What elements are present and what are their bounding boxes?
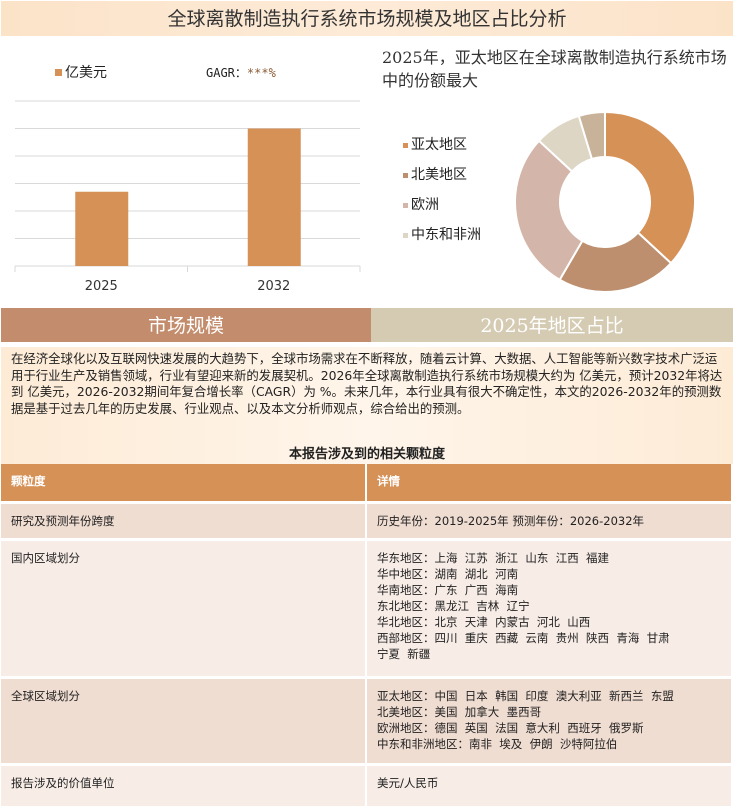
banner-region-share: 2025年地区占比 — [371, 308, 733, 342]
row-label: 研究及预测年份跨度 — [1, 502, 367, 541]
donut-slice-亚太地区 — [604, 110, 696, 265]
legend-swatch — [403, 233, 408, 238]
banner-market-size: 市场规模 — [1, 308, 371, 342]
pie-legend: 亚太地区北美地区欧洲中东和非洲 — [403, 135, 483, 255]
legend-item: 北美地区 — [403, 165, 483, 195]
legend-label: 中东和非洲 — [411, 227, 481, 243]
detail-line: 华中地区：湖南 湖北 河南 — [377, 566, 519, 581]
detail-line: 东北地区：黑龙江 吉林 辽宁 — [377, 598, 530, 613]
bar-2025 — [75, 191, 129, 266]
row-label: 国内区域划分 — [1, 539, 367, 679]
cagr-label: GAGR：***% — [206, 64, 276, 81]
row-details: 历史年份：2019-2025年 预测年份：2026-2032年 — [366, 502, 733, 541]
header-details: 详情 — [366, 464, 733, 504]
intro-paragraph: 在经济全球化以及互联网快速发展的大趋势下，全球市场需求在不断释放，随着云计算、大… — [1, 347, 733, 465]
legend-swatch — [403, 143, 408, 148]
detail-line: 历史年份：2019-2025年 预测年份：2026-2032年 — [377, 513, 645, 528]
donut-slice-欧洲 — [514, 139, 584, 282]
legend-label: 亚太地区 — [411, 137, 467, 153]
x-tick-label: 2032 — [257, 279, 290, 294]
table-row: 研究及预测年份跨度 历史年份：2019-2025年 预测年份：2026-2032年 — [1, 502, 733, 541]
detail-line: 中东和非洲地区：南非 埃及 伊朗 沙特阿拉伯 — [377, 736, 618, 751]
legend-swatch — [403, 173, 408, 178]
cagr-text: GAGR： — [206, 66, 247, 80]
row-details: 亚太地区：中国 日本 韩国 印度 澳大利亚 新西兰 东盟 北美地区：美国 加拿大 … — [366, 677, 733, 766]
pie-title: 2025年，亚太地区在全球离散制造执行系统市场中的份额最大 — [382, 48, 727, 90]
granularity-table: 颗粒度 详情 研究及预测年份跨度 历史年份：2019-2025年 预测年份：202… — [1, 464, 733, 809]
detail-line: 欧洲地区：德国 英国 法国 意大利 西班牙 俄罗斯 — [377, 720, 644, 735]
detail-line: 华南地区：广东 广西 海南 — [377, 582, 519, 597]
donut-chart — [514, 110, 696, 293]
cagr-value: ***% — [246, 66, 276, 80]
legend-item: 欧洲 — [403, 195, 483, 225]
table-row: 国内区域划分 华东地区：上海 江苏 浙江 山东 江西 福建 华中地区：湖南 湖北 河… — [1, 539, 733, 679]
detail-line: 华东地区：上海 江苏 浙江 山东 江西 福建 — [377, 550, 610, 565]
detail-line: 宁夏 新疆 — [377, 646, 431, 661]
bar-legend: 亿美元 — [55, 62, 107, 82]
row-label: 报告涉及的价值单位 — [1, 764, 367, 809]
page-title: 全球离散制造执行系统市场规模及地区占比分析 — [1, 1, 733, 36]
header-granularity: 颗粒度 — [1, 464, 367, 504]
table-row: 全球区域划分 亚太地区：中国 日本 韩国 印度 澳大利亚 新西兰 东盟 北美地区：美… — [1, 677, 733, 766]
donut-slice-北美地区 — [558, 231, 673, 293]
table-row: 报告涉及的价值单位 美元/人民币 — [1, 764, 733, 809]
legend-swatch — [55, 68, 62, 76]
bar-chart: 2025 2032 — [14, 100, 361, 294]
legend-label: 欧洲 — [411, 197, 439, 213]
detail-line: 北美地区：美国 加拿大 墨西哥 — [377, 704, 542, 719]
detail-line: 西部地区：四川 重庆 西藏 云南 贵州 陕西 青海 甘肃 — [377, 630, 670, 645]
row-label: 全球区域划分 — [1, 677, 367, 766]
legend-item: 中东和非洲 — [403, 225, 483, 255]
detail-line: 亚太地区：中国 日本 韩国 印度 澳大利亚 新西兰 东盟 — [377, 688, 674, 703]
detail-line: 美元/人民币 — [377, 775, 439, 790]
legend-label: 北美地区 — [411, 167, 467, 183]
row-details: 华东地区：上海 江苏 浙江 山东 江西 福建 华中地区：湖南 湖北 河南 华南地区：… — [366, 539, 733, 679]
legend-item: 亚太地区 — [403, 135, 483, 165]
bar-2032 — [247, 128, 301, 266]
donut-slice-other — [577, 110, 606, 161]
legend-swatch — [403, 203, 408, 208]
detail-line: 华北地区：北京 天津 内蒙古 河北 山西 — [377, 614, 591, 629]
row-details: 美元/人民币 — [366, 764, 733, 809]
table-header: 颗粒度 详情 — [1, 464, 733, 504]
table-title: 本报告涉及到的相关颗粒度 — [288, 447, 445, 462]
x-tick-label: 2025 — [85, 279, 118, 294]
legend-label: 亿美元 — [65, 65, 107, 81]
